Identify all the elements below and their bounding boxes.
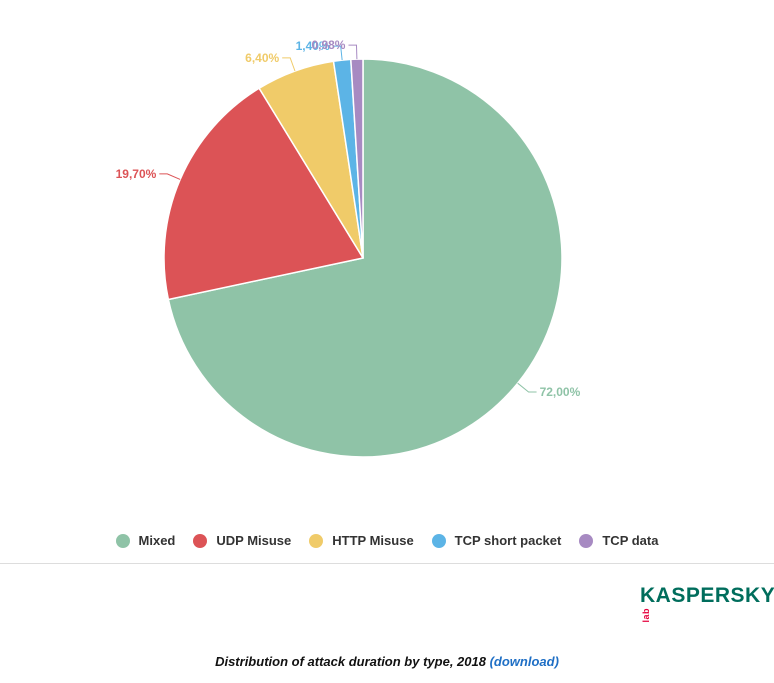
- legend-swatch-tcp-data: [579, 533, 594, 548]
- pie-chart: 72,00% 19,70% 6,40% 1,40%0,98%: [116, 38, 581, 458]
- legend-swatch-tcp-short-packet: [431, 533, 446, 548]
- legend-swatch-udp-misuse: [193, 533, 208, 548]
- download-link[interactable]: (download): [489, 654, 559, 669]
- caption: Distribution of attack duration by type,…: [0, 654, 774, 669]
- pie-slice-udp-misuse[interactable]: [163, 87, 365, 301]
- caption-text: Distribution of attack duration by type,…: [215, 654, 486, 669]
- legend-item-tcp-data[interactable]: TCP data: [579, 533, 658, 548]
- label-connector-tcp-data: [348, 44, 358, 60]
- data-label-tcp-data: 0,98%: [311, 38, 345, 52]
- label-connector-http-misuse: [282, 57, 296, 72]
- legend-item-udp-misuse[interactable]: UDP Misuse: [193, 533, 291, 548]
- label-connector-udp-misuse: [159, 173, 181, 180]
- legend-swatch-mixed: [115, 533, 130, 548]
- legend-item-mixed[interactable]: Mixed: [115, 533, 176, 548]
- legend-label-mixed: Mixed: [138, 533, 176, 548]
- legend-label-http-misuse: HTTP Misuse: [332, 533, 414, 548]
- logo-text: KASPERSKY: [640, 584, 774, 607]
- legend-label-tcp-data: TCP data: [602, 533, 659, 548]
- legend-label-udp-misuse: UDP Misuse: [216, 533, 292, 548]
- logo-suffix: lab: [641, 608, 651, 623]
- data-label-udp-misuse: 19,70%: [116, 167, 157, 181]
- label-connector-tcp-short-packet: [332, 45, 343, 61]
- divider: [0, 563, 774, 564]
- data-label-tcp-short-packet: 1,40%: [296, 39, 330, 53]
- legend-item-http-misuse[interactable]: HTTP Misuse: [309, 533, 414, 548]
- legend-swatch-http-misuse: [309, 533, 324, 548]
- legend-label-tcp-short-packet: TCP short packet: [454, 533, 562, 548]
- label-connector-mixed: [517, 382, 537, 393]
- data-label-http-misuse: 6,40%: [245, 51, 279, 65]
- data-label-mixed: 72,00%: [540, 385, 581, 399]
- legend-item-tcp-short-packet[interactable]: TCP short packet: [431, 533, 562, 548]
- kaspersky-logo: KASPERSKYlab: [640, 584, 774, 632]
- pie-slice-mixed[interactable]: [167, 58, 563, 458]
- legend: Mixed UDP Misuse HTTP Misuse TCP short p…: [0, 533, 774, 548]
